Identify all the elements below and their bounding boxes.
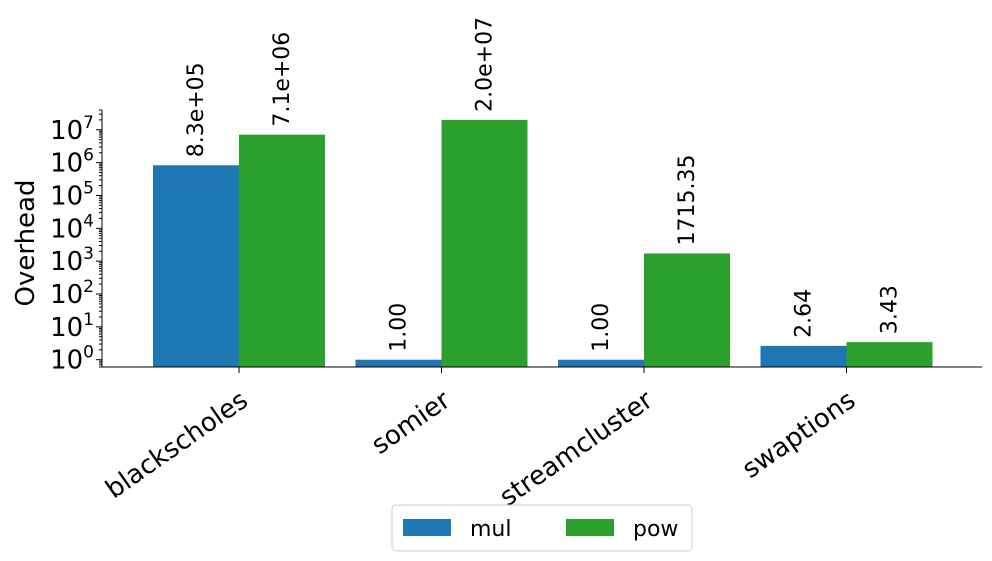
y-axis-label: Overhead (11, 180, 41, 307)
y-tick-label: 102 (50, 277, 94, 310)
bar-value-label: 8.3e+05 (184, 62, 209, 157)
x-tick-label-streamcluster: streamcluster (494, 385, 659, 513)
legend-label-pow: pow (633, 517, 678, 542)
bar-value-label: 1.00 (387, 303, 412, 352)
legend-swatch-pow (566, 519, 614, 536)
y-tick-label: 101 (50, 310, 94, 343)
bar-value-label: 2.0e+07 (473, 17, 498, 112)
bar-pow-swaptions (846, 342, 933, 367)
y-tick-label: 105 (50, 178, 94, 211)
x-tick-label-swaptions: swaptions (737, 385, 861, 484)
bar-value-label: 3.43 (878, 285, 903, 334)
bar-mul-blackscholes (153, 165, 239, 367)
y-tick-label: 107 (50, 113, 94, 146)
legend: mul pow (391, 504, 693, 552)
x-tick-label-blackscholes: blackscholes (100, 385, 253, 505)
legend-frame (391, 504, 693, 552)
y-tick-label: 106 (50, 146, 94, 179)
bar-mul-streamcluster (558, 359, 644, 367)
bar-mul-somier (355, 359, 442, 367)
y-tick-label: 100 (50, 343, 94, 376)
bar-value-label: 1715.35 (675, 154, 700, 245)
bar-value-label: 2.64 (792, 289, 817, 338)
x-tick-label-somier: somier (366, 385, 456, 461)
y-tick-label: 103 (50, 244, 94, 277)
bar-pow-blackscholes (239, 134, 325, 367)
legend-label-mul: mul (470, 517, 512, 542)
y-tick-label: 104 (50, 211, 94, 244)
bar-value-label: 1.00 (589, 303, 614, 352)
bar-labels-group: 8.3e+05 1.00 1.00 2.64 7.1e+06 2.0e+07 1715.35… (184, 17, 903, 352)
legend-swatch-mul (403, 519, 451, 536)
bar-mul-swaptions (760, 345, 847, 367)
bar-value-label: 7.1e+06 (270, 32, 295, 127)
bar-pow-somier (441, 119, 528, 367)
bars-group (153, 119, 933, 367)
x-axis: blackscholes somier streamcluster swaptions (100, 366, 982, 513)
bar-pow-streamcluster (644, 253, 730, 367)
